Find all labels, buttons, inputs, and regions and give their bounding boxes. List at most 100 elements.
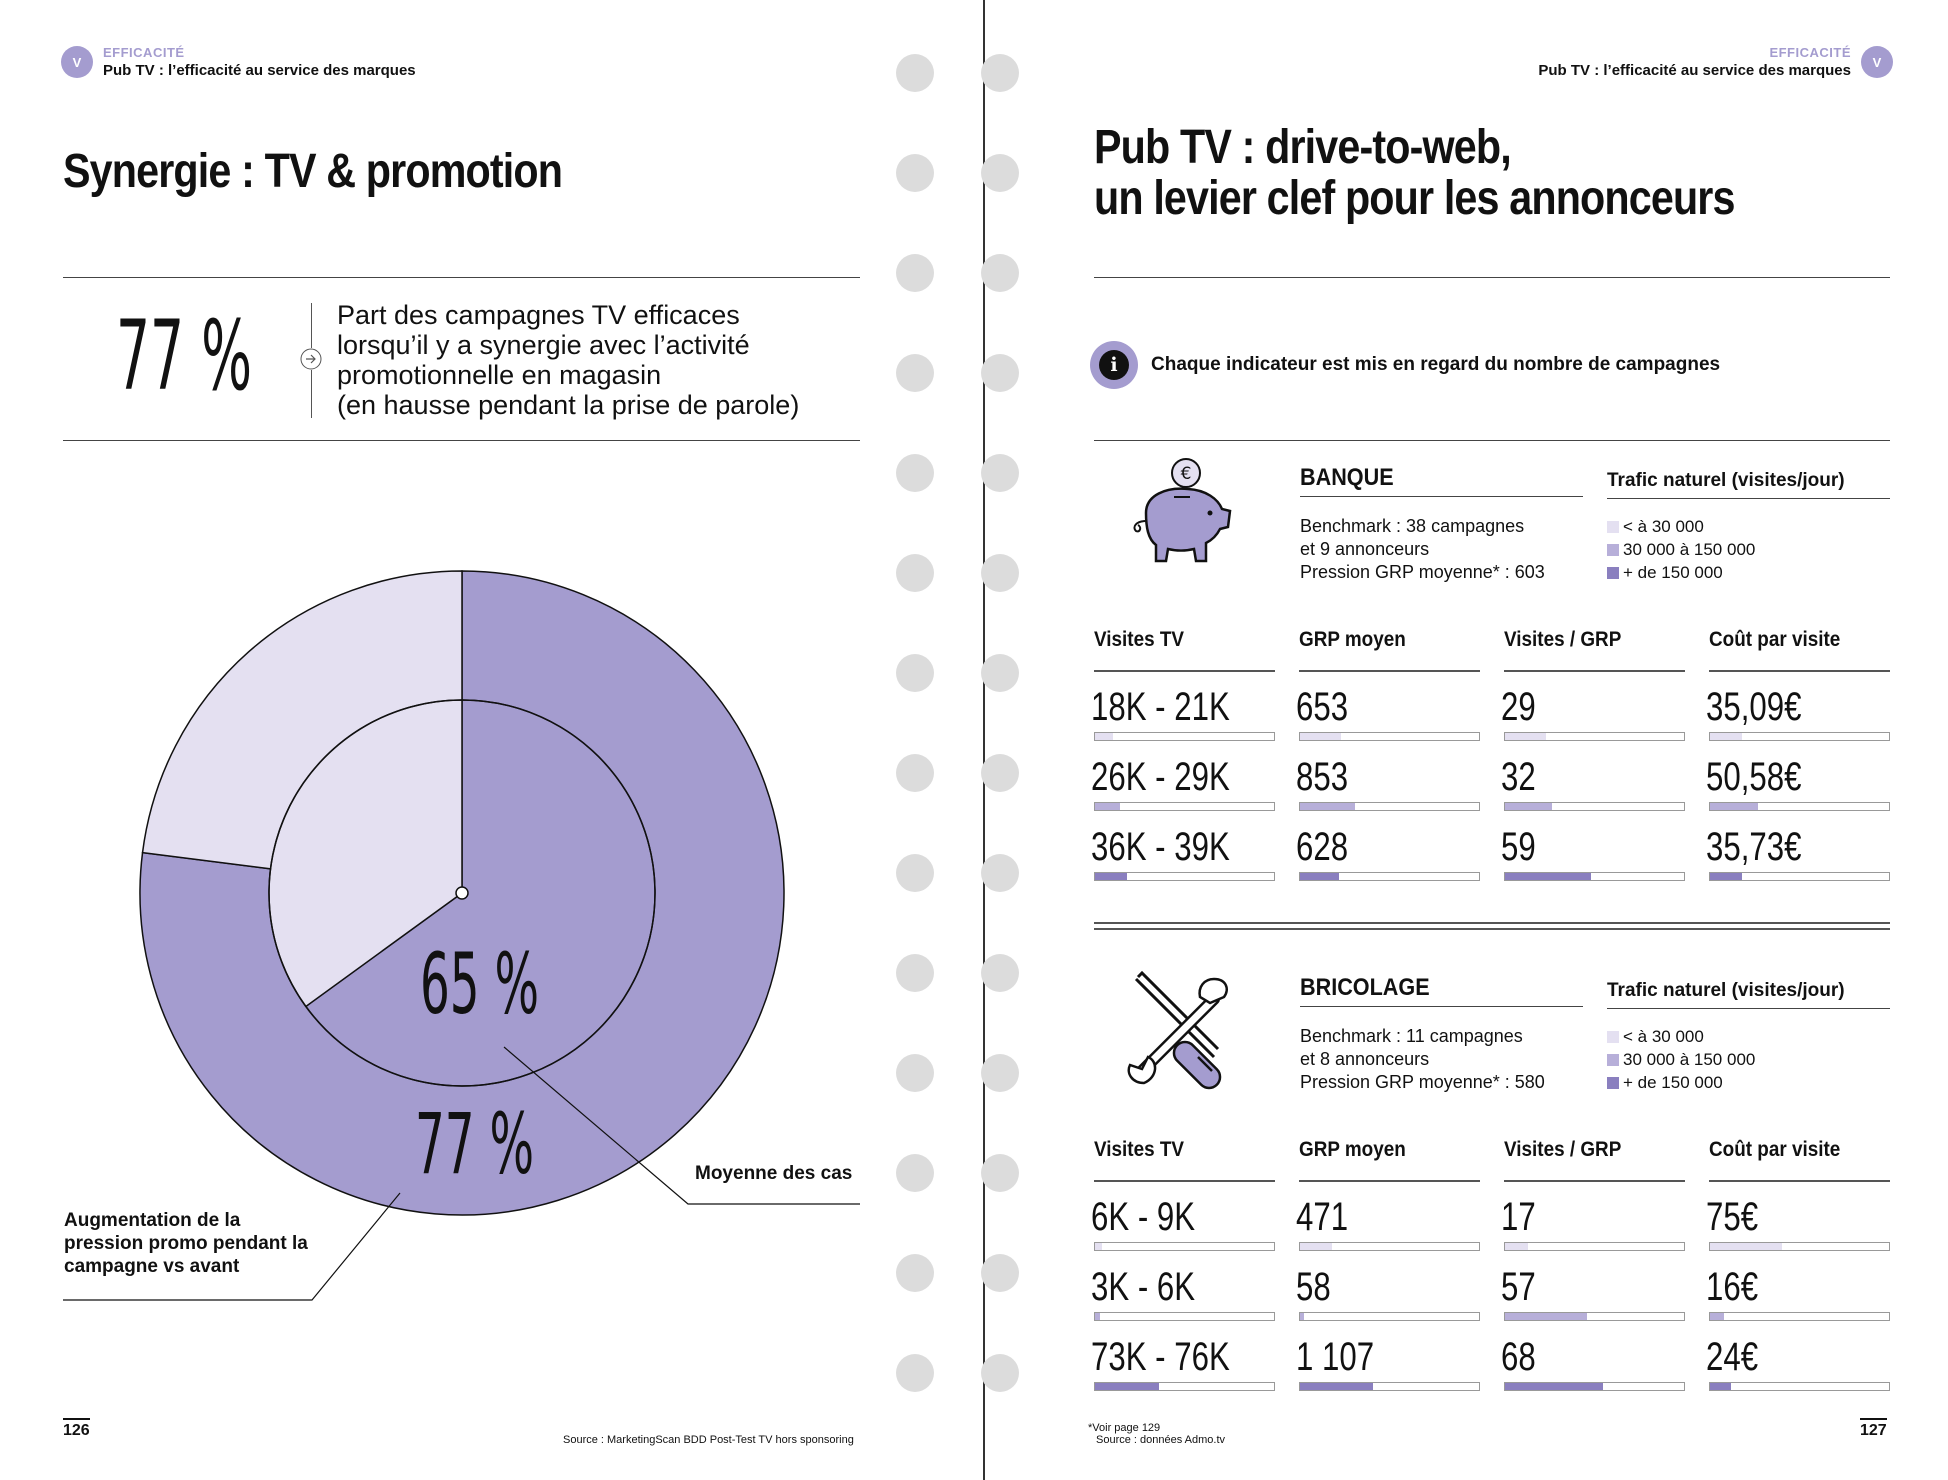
cell-bar-fill	[1095, 1383, 1160, 1390]
outer-ring-label: 77 %	[415, 1095, 535, 1193]
cell-value: 628	[1296, 825, 1349, 869]
column-header: Visites TV	[1094, 1138, 1184, 1161]
binder-hole	[896, 454, 934, 492]
binder-hole	[896, 954, 934, 992]
cell-bar-fill	[1300, 1243, 1333, 1250]
cell-value: 18K - 21K	[1091, 685, 1230, 729]
cell-bar-fill	[1505, 1383, 1604, 1390]
cell-bar	[1504, 1312, 1685, 1321]
cell-bar-fill	[1710, 803, 1759, 810]
page-number-left: 126	[63, 1418, 90, 1440]
binder-hole	[981, 54, 1019, 92]
binder-hole	[896, 254, 934, 292]
cell-bar-fill	[1505, 803, 1552, 810]
legend-label: 30 000 à 150 000	[1623, 1050, 1756, 1069]
cell-value: 36K - 39K	[1091, 825, 1230, 869]
legend-item: 30 000 à 150 000	[1607, 1048, 1755, 1071]
binder-hole	[981, 254, 1019, 292]
annotation-promo: Augmentation de la pression promo pendan…	[64, 1210, 308, 1277]
cell-bar	[1709, 1312, 1890, 1321]
legend-item: + de 150 000	[1607, 1071, 1723, 1094]
cell-bar	[1709, 872, 1890, 881]
column-header: Visites / GRP	[1504, 628, 1622, 651]
binder-hole	[981, 1254, 1019, 1292]
inner-pie-label: 65 %	[420, 935, 540, 1033]
column-header-rule	[1504, 670, 1685, 672]
cell-value: 35,09€	[1706, 685, 1802, 729]
cell-bar	[1299, 1382, 1480, 1391]
cell-value: 16€	[1706, 1265, 1759, 1309]
cell-value: 29	[1501, 685, 1536, 729]
cell-bar	[1709, 1242, 1890, 1251]
source-left: Source : MarketingScan BDD Post-Test TV …	[563, 1434, 854, 1446]
cell-bar	[1094, 872, 1275, 881]
cell-bar-fill	[1710, 733, 1743, 740]
legend-swatch	[1607, 567, 1619, 579]
column-header-rule	[1094, 670, 1275, 672]
info-icon: i	[1090, 341, 1138, 389]
donut-chart	[63, 570, 860, 1301]
cell-bar-fill	[1505, 1243, 1529, 1250]
cell-bar	[1094, 732, 1275, 741]
legend-swatch	[1607, 544, 1619, 556]
cell-value: 73K - 76K	[1091, 1335, 1230, 1379]
cell-bar-fill	[1300, 733, 1342, 740]
column-header: GRP moyen	[1299, 1138, 1406, 1161]
inner-circle-outline	[268, 699, 656, 1087]
page-title-left: Synergie : TV & promotion	[63, 145, 563, 198]
info-text: Chaque indicateur est mis en regard du n…	[1151, 354, 1721, 375]
legend-swatch	[1607, 1054, 1619, 1066]
benchmark-line: et 8 annonceurs	[1300, 1049, 1430, 1069]
section-label-left: EFFICACITÉ	[103, 45, 185, 60]
cell-bar	[1299, 802, 1480, 811]
column-header-rule	[1299, 1180, 1480, 1182]
category-name-underline	[1300, 496, 1583, 497]
binder-hole	[896, 854, 934, 892]
cell-bar-fill	[1710, 1383, 1732, 1390]
binder-hole	[981, 354, 1019, 392]
cell-bar-fill	[1505, 733, 1547, 740]
section-badge-right: V	[1861, 46, 1893, 78]
column-header-rule	[1709, 1180, 1890, 1182]
cell-value: 32	[1501, 755, 1536, 799]
column-header-rule	[1504, 1180, 1685, 1182]
leader-line-promo	[63, 1192, 401, 1301]
page-spine	[983, 0, 985, 1480]
divider-info-right	[1094, 440, 1890, 441]
cell-bar	[1094, 1312, 1275, 1321]
column-header-rule	[1299, 670, 1480, 672]
column-header: GRP moyen	[1299, 628, 1406, 651]
stat-description: Part des campagnes TV efficaces lorsqu’i…	[337, 300, 800, 420]
cell-bar	[1504, 802, 1685, 811]
section-badge-left: V	[61, 46, 93, 78]
cell-bar	[1094, 1382, 1275, 1391]
cell-bar	[1094, 1242, 1275, 1251]
cell-bar	[1709, 1382, 1890, 1391]
column-header: Visites / GRP	[1504, 1138, 1622, 1161]
column-header-rule	[1709, 670, 1890, 672]
stat-value: 77 %	[116, 300, 253, 412]
section-subtitle-left: Pub TV : l’efficacité au service des mar…	[103, 62, 416, 79]
page-title-right-line2: un levier clef pour les annonceurs	[1094, 172, 1735, 225]
divider-top-left	[63, 277, 860, 278]
legend-underline	[1607, 498, 1890, 499]
cell-value: 26K - 29K	[1091, 755, 1230, 799]
leader-line-average	[503, 1046, 860, 1205]
cell-value: 6K - 9K	[1091, 1195, 1196, 1239]
cell-bar-fill	[1300, 1313, 1304, 1320]
cell-bar-fill	[1095, 873, 1128, 880]
cell-bar-fill	[1095, 1313, 1101, 1320]
binder-hole	[896, 154, 934, 192]
binder-hole	[981, 1054, 1019, 1092]
binder-hole	[896, 1054, 934, 1092]
legend-label: < à 30 000	[1623, 1027, 1704, 1046]
section-label-right: EFFICACITÉ	[1769, 45, 1851, 60]
category-name: BRICOLAGE	[1300, 974, 1430, 1001]
cell-value: 75€	[1706, 1195, 1759, 1239]
cell-bar	[1504, 872, 1685, 881]
section-subtitle-right: Pub TV : l’efficacité au service des mar…	[1538, 62, 1851, 79]
cell-bar	[1709, 802, 1890, 811]
cell-value: 653	[1296, 685, 1349, 729]
binder-hole	[981, 954, 1019, 992]
binder-hole	[981, 754, 1019, 792]
